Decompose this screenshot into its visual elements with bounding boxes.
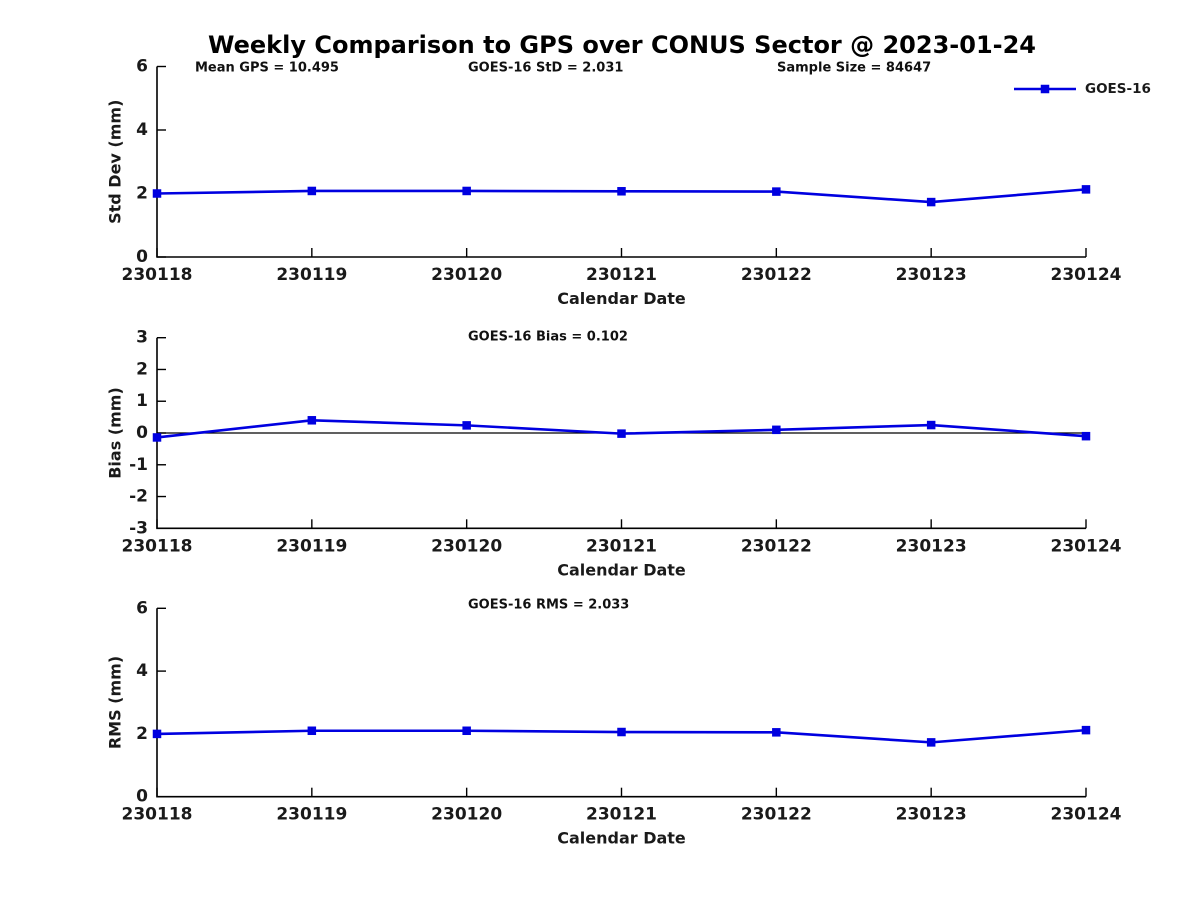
y-tick-label: -2 <box>129 487 148 507</box>
annotation: GOES-16 Bias = 0.102 <box>468 330 628 345</box>
legend-goes16: GOES-16 <box>1012 80 1151 98</box>
axis-lines <box>156 608 1086 798</box>
data-point-marker <box>152 433 162 442</box>
data-point-marker <box>1081 725 1091 735</box>
bias-chart: -3 -2 -1 0 1 2 3 230118 230119 230120 230121 230122… <box>106 328 1122 580</box>
rms-chart: 0 2 4 6 230118 230119 230120 230121 230122 230123… <box>106 598 1122 848</box>
y-tick-label: 6 <box>136 57 148 77</box>
annotation: GOES-16 StD = 2.031 <box>468 61 623 76</box>
annotation: Sample Size = 84647 <box>777 61 931 76</box>
y-tick-label: 2 <box>136 724 148 744</box>
y-tick-label: -1 <box>129 455 148 475</box>
x-tick-label: 230121 <box>586 805 657 825</box>
y-tick-label: 0 <box>136 423 148 443</box>
data-point-marker <box>462 726 471 736</box>
legend-line-marker-icon <box>1014 84 1076 94</box>
std-dev-chart: 0 2 4 6 230118 230119 230120 230121 230122 230123… <box>106 57 1122 309</box>
data-point-marker <box>772 425 781 435</box>
y-tick-label: 4 <box>136 120 148 140</box>
x-tick-label: 230119 <box>276 265 347 285</box>
data-point-marker <box>307 726 317 736</box>
x-tick-label: 230120 <box>431 805 502 825</box>
data-point-marker <box>617 429 626 438</box>
x-tick-label: 230118 <box>122 265 193 285</box>
x-tick-label: 230118 <box>122 805 193 825</box>
x-tick-label: 230118 <box>122 536 193 556</box>
x-tick-label: 230119 <box>276 805 347 825</box>
x-axis-label: Calendar Date <box>557 289 686 308</box>
data-point-marker <box>1081 185 1091 194</box>
data-point-marker <box>926 420 936 430</box>
y-tick-label: 2 <box>136 359 148 379</box>
x-axis-label: Calendar Date <box>557 829 686 848</box>
figure-title: Weekly Comparison to GPS over CONUS Sect… <box>207 31 1036 59</box>
data-point-marker <box>617 187 626 196</box>
x-tick-label: 230121 <box>586 265 657 285</box>
x-tick-label: 230124 <box>1051 536 1122 556</box>
y-tick-label: 4 <box>136 661 148 681</box>
x-tick-label: 230122 <box>741 265 812 285</box>
x-tick-label: 230120 <box>431 536 502 556</box>
y-tick-label: -3 <box>129 518 148 538</box>
x-tick-label: 230122 <box>741 805 812 825</box>
data-point-marker <box>152 729 162 739</box>
annotation: GOES-16 RMS = 2.033 <box>468 598 629 613</box>
legend-marker <box>1040 84 1050 94</box>
x-tick-label: 230122 <box>741 536 812 556</box>
x-tick-label: 230123 <box>896 805 967 825</box>
data-point-marker <box>307 416 317 425</box>
data-point-marker <box>926 738 936 747</box>
x-tick-label: 230123 <box>896 536 967 556</box>
x-tick-label: 230120 <box>431 265 502 285</box>
x-tick-label: 230121 <box>586 536 657 556</box>
data-point-marker <box>462 186 471 196</box>
x-tick-label: 230123 <box>896 265 967 285</box>
x-axis-label: Calendar Date <box>557 560 686 579</box>
data-point-marker <box>307 186 317 196</box>
y-tick-label: 1 <box>136 391 148 411</box>
x-tick-label: 230124 <box>1051 805 1122 825</box>
y-tick-label: 6 <box>136 598 148 618</box>
data-point-marker <box>772 728 781 737</box>
data-point-marker <box>926 197 936 207</box>
x-tick-label: 230124 <box>1051 265 1122 285</box>
y-tick-label: 3 <box>136 328 148 348</box>
y-tick-label: 0 <box>136 247 148 267</box>
y-axis-label: Bias (mm) <box>106 387 125 479</box>
data-point-marker <box>772 187 781 196</box>
data-point-marker <box>1081 431 1091 441</box>
x-tick-label: 230119 <box>276 536 347 556</box>
y-tick-label: 2 <box>136 184 148 204</box>
legend-label: GOES-16 <box>1085 81 1151 97</box>
data-point-marker <box>462 421 471 430</box>
data-point-marker <box>152 189 162 198</box>
y-tick-label: 0 <box>136 787 148 807</box>
y-axis-label: RMS (mm) <box>106 656 125 749</box>
y-axis-label: Std Dev (mm) <box>106 100 125 224</box>
axis-lines <box>156 66 1086 258</box>
annotation: Mean GPS = 10.495 <box>195 61 339 76</box>
data-point-marker <box>617 727 626 737</box>
